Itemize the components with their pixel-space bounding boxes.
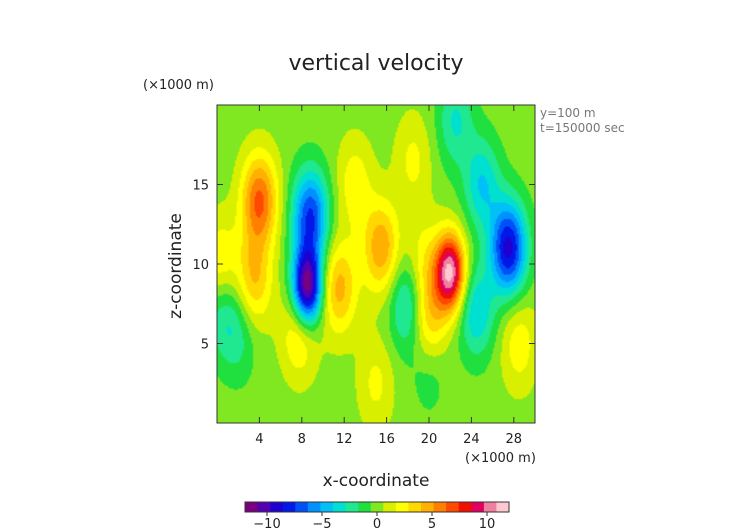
heatmap-plot-area (217, 105, 535, 423)
colorbar-tick-label: −10 (253, 517, 280, 532)
annotation-y-position: y=100 m (540, 106, 596, 120)
x-tick-label: 12 (336, 432, 353, 447)
colorbar-swatch (320, 502, 334, 512)
colorbar-swatch (307, 502, 321, 512)
colorbar-swatch (471, 502, 485, 512)
colorbar-swatch (257, 502, 271, 512)
velocity-field-image (217, 105, 535, 423)
colorbar-swatch (383, 502, 397, 512)
colorbar-tick-label: −5 (312, 517, 331, 532)
colorbar-tick-label: 10 (479, 517, 496, 532)
colorbar-swatch (245, 502, 259, 512)
colorbar-tick-label: 0 (373, 517, 381, 532)
y-tick-label: 5 (201, 338, 209, 353)
x-tick-label: 4 (255, 432, 263, 447)
colorbar-swatch (483, 502, 497, 512)
chart-title: vertical velocity (288, 51, 463, 76)
colorbar (244, 501, 510, 513)
colorbar-ticks: −10 −5 0 5 10 (253, 512, 495, 532)
x-unit-label: (×1000 m) (465, 451, 536, 466)
x-tick-label: 20 (421, 432, 438, 447)
colorbar-swatch (408, 502, 422, 512)
colorbar-swatch (345, 502, 359, 512)
colorbar-swatch (496, 502, 510, 512)
colorbar-swatch (370, 502, 384, 512)
colorbar-swatch (295, 502, 309, 512)
colorbar-swatch (333, 502, 347, 512)
x-tick-label: 28 (506, 432, 523, 447)
colorbar-swatch (270, 502, 284, 512)
x-axis-label: x-coordinate (323, 471, 430, 491)
colorbar-swatch (358, 502, 372, 512)
colorbar-swatch (433, 502, 447, 512)
colorbar-swatch (458, 502, 472, 512)
y-axis-ticks: 5 10 15 (192, 179, 535, 353)
x-tick-label: 24 (463, 432, 480, 447)
annotation-time: t=150000 sec (540, 121, 625, 135)
x-tick-label: 16 (378, 432, 395, 447)
y-unit-label: (×1000 m) (143, 78, 214, 93)
colorbar-tick-label: 5 (428, 517, 436, 532)
y-axis-label: z-coordinate (166, 213, 186, 319)
x-tick-label: 8 (298, 432, 306, 447)
colorbar-swatch (282, 502, 296, 512)
y-tick-label: 10 (192, 258, 209, 273)
colorbar-swatch (421, 502, 435, 512)
colorbar-swatch (446, 502, 460, 512)
colorbar-swatch (395, 502, 409, 512)
x-axis-ticks: 4 8 12 16 20 24 28 (255, 105, 522, 447)
y-tick-label: 15 (192, 179, 209, 194)
